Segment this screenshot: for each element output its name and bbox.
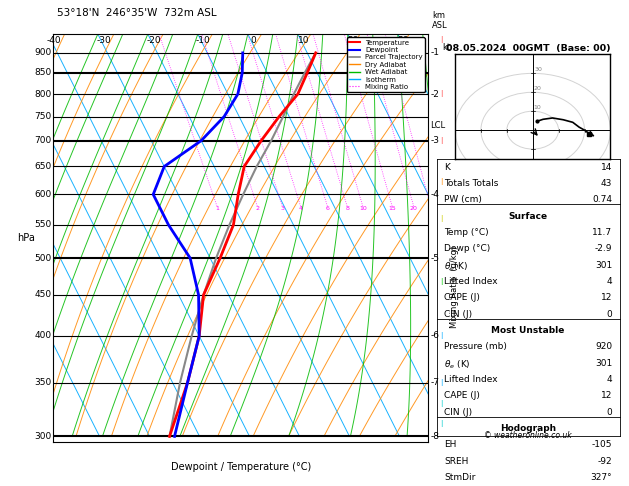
Text: 327°: 327° bbox=[591, 473, 612, 482]
Text: Pressure (mb): Pressure (mb) bbox=[444, 342, 507, 351]
Text: 301: 301 bbox=[595, 359, 612, 367]
Text: 20: 20 bbox=[348, 36, 359, 45]
Text: 6: 6 bbox=[325, 206, 330, 211]
Text: Temp (°C): Temp (°C) bbox=[444, 228, 489, 237]
Text: 12: 12 bbox=[601, 293, 612, 302]
Text: 0: 0 bbox=[606, 408, 612, 417]
Text: 43: 43 bbox=[601, 179, 612, 188]
Text: 400: 400 bbox=[35, 331, 52, 341]
Legend: Temperature, Dewpoint, Parcel Trajectory, Dry Adiabat, Wet Adiabat, Isotherm, Mi: Temperature, Dewpoint, Parcel Trajectory… bbox=[347, 37, 425, 92]
Text: 850: 850 bbox=[35, 69, 52, 77]
Text: CAPE (J): CAPE (J) bbox=[444, 293, 480, 302]
Text: 30: 30 bbox=[398, 36, 409, 45]
Text: 550: 550 bbox=[35, 220, 52, 229]
Text: LCL: LCL bbox=[430, 122, 445, 130]
Text: CAPE (J): CAPE (J) bbox=[444, 391, 480, 400]
Text: |: | bbox=[440, 178, 443, 185]
Text: -30: -30 bbox=[96, 36, 111, 45]
Text: 500: 500 bbox=[35, 254, 52, 262]
Text: 53°18'N  246°35'W  732m ASL: 53°18'N 246°35'W 732m ASL bbox=[57, 8, 217, 17]
Text: 4: 4 bbox=[299, 206, 303, 211]
Text: Hodograph: Hodograph bbox=[500, 424, 556, 433]
Text: 20: 20 bbox=[409, 206, 418, 211]
Text: SREH: SREH bbox=[444, 456, 469, 466]
Text: |: | bbox=[440, 278, 443, 285]
Text: |: | bbox=[440, 379, 443, 386]
Text: |: | bbox=[440, 420, 443, 427]
Text: -4: -4 bbox=[430, 190, 439, 199]
Text: PW (cm): PW (cm) bbox=[444, 195, 482, 204]
Text: |: | bbox=[440, 90, 443, 97]
Text: 300: 300 bbox=[35, 432, 52, 441]
Text: 920: 920 bbox=[595, 342, 612, 351]
Text: Mixing Ratio  (g/kg): Mixing Ratio (g/kg) bbox=[450, 246, 459, 328]
Text: -10: -10 bbox=[196, 36, 211, 45]
Text: -105: -105 bbox=[592, 440, 612, 449]
Text: Surface: Surface bbox=[509, 211, 548, 221]
Text: CIN (J): CIN (J) bbox=[444, 408, 472, 417]
Text: |: | bbox=[440, 332, 443, 339]
Text: -5: -5 bbox=[430, 254, 439, 262]
Text: EH: EH bbox=[444, 440, 457, 449]
Text: $\theta_e$ (K): $\theta_e$ (K) bbox=[444, 359, 470, 371]
Text: 10: 10 bbox=[533, 105, 541, 110]
Text: 750: 750 bbox=[35, 112, 52, 121]
Text: |: | bbox=[440, 36, 443, 43]
Text: Dewp (°C): Dewp (°C) bbox=[444, 244, 490, 253]
Text: Totals Totals: Totals Totals bbox=[444, 179, 498, 188]
Text: hPa: hPa bbox=[17, 233, 35, 243]
Text: 08.05.2024  00GMT  (Base: 00): 08.05.2024 00GMT (Base: 00) bbox=[446, 44, 611, 53]
Text: 4: 4 bbox=[606, 375, 612, 384]
Text: 11.7: 11.7 bbox=[592, 228, 612, 237]
Text: 301: 301 bbox=[595, 260, 612, 270]
Text: 3: 3 bbox=[281, 206, 284, 211]
Text: 650: 650 bbox=[35, 162, 52, 171]
Text: © weatheronline.co.uk: © weatheronline.co.uk bbox=[484, 431, 572, 440]
X-axis label: Dewpoint / Temperature (°C): Dewpoint / Temperature (°C) bbox=[171, 462, 311, 472]
Text: 14: 14 bbox=[601, 163, 612, 172]
Text: -20: -20 bbox=[146, 36, 161, 45]
Text: 2: 2 bbox=[255, 206, 259, 211]
Text: 1: 1 bbox=[215, 206, 219, 211]
Text: -2: -2 bbox=[430, 89, 439, 99]
Text: 0: 0 bbox=[250, 36, 256, 45]
Text: -6: -6 bbox=[430, 331, 439, 341]
Text: kt: kt bbox=[443, 43, 450, 52]
Text: Lifted Index: Lifted Index bbox=[444, 277, 498, 286]
Text: -40: -40 bbox=[46, 36, 61, 45]
Text: Lifted Index: Lifted Index bbox=[444, 375, 498, 384]
Text: |: | bbox=[440, 215, 443, 222]
Text: -3: -3 bbox=[430, 136, 439, 145]
Text: $\theta_e$(K): $\theta_e$(K) bbox=[444, 260, 468, 273]
Text: Most Unstable: Most Unstable bbox=[491, 326, 565, 335]
Text: 10: 10 bbox=[359, 206, 367, 211]
Text: K: K bbox=[444, 163, 450, 172]
Text: km
ASL: km ASL bbox=[432, 11, 448, 30]
Text: -8: -8 bbox=[430, 432, 439, 441]
Text: 700: 700 bbox=[35, 136, 52, 145]
Text: 0: 0 bbox=[606, 310, 612, 319]
Text: |: | bbox=[440, 137, 443, 144]
Text: |: | bbox=[440, 400, 443, 407]
Text: -92: -92 bbox=[598, 456, 612, 466]
Text: -2.9: -2.9 bbox=[595, 244, 612, 253]
Text: 800: 800 bbox=[35, 89, 52, 99]
Text: 4: 4 bbox=[606, 277, 612, 286]
Text: 0.74: 0.74 bbox=[593, 195, 612, 204]
Text: 450: 450 bbox=[35, 290, 52, 299]
Text: StmDir: StmDir bbox=[444, 473, 476, 482]
Text: 20: 20 bbox=[534, 87, 542, 91]
Text: 30: 30 bbox=[534, 68, 542, 72]
Text: 15: 15 bbox=[388, 206, 396, 211]
Text: CIN (J): CIN (J) bbox=[444, 310, 472, 319]
Text: 600: 600 bbox=[35, 190, 52, 199]
Text: 10: 10 bbox=[298, 36, 309, 45]
Text: 8: 8 bbox=[345, 206, 349, 211]
Text: -7: -7 bbox=[430, 378, 439, 387]
Text: -1: -1 bbox=[430, 49, 439, 57]
Text: 12: 12 bbox=[601, 391, 612, 400]
Text: 900: 900 bbox=[35, 49, 52, 57]
Text: 350: 350 bbox=[35, 378, 52, 387]
